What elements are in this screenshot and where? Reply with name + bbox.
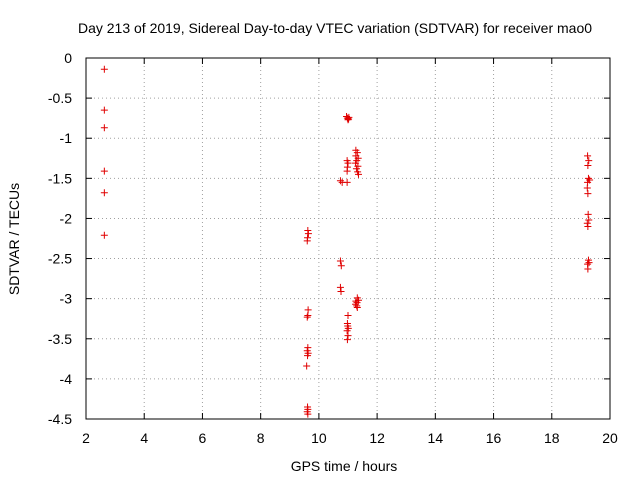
data-point bbox=[585, 157, 593, 165]
y-tick-label: -2.5 bbox=[48, 251, 72, 267]
data-point bbox=[304, 230, 312, 238]
data-point bbox=[584, 222, 592, 230]
x-tick-label: 8 bbox=[257, 430, 265, 446]
x-tick-label: 2 bbox=[82, 430, 90, 446]
data-point bbox=[584, 174, 592, 182]
y-tick-label: -4.5 bbox=[48, 411, 72, 427]
data-point bbox=[344, 116, 352, 124]
data-point bbox=[585, 259, 593, 267]
data-point bbox=[343, 167, 351, 175]
x-tick-label: 20 bbox=[602, 430, 618, 446]
x-tick-label: 12 bbox=[369, 430, 385, 446]
data-point bbox=[344, 312, 352, 320]
data-point bbox=[337, 287, 345, 295]
data-points bbox=[100, 65, 594, 418]
data-point bbox=[344, 159, 352, 167]
y-tick-label: -2 bbox=[60, 210, 73, 226]
data-point bbox=[584, 265, 592, 273]
data-point bbox=[584, 152, 592, 160]
data-point bbox=[353, 149, 361, 157]
data-point bbox=[336, 257, 344, 265]
x-tick-label: 6 bbox=[199, 430, 207, 446]
data-point bbox=[343, 114, 351, 122]
data-point bbox=[353, 302, 361, 310]
grid-lines bbox=[86, 58, 610, 419]
data-point bbox=[344, 332, 352, 340]
data-point bbox=[100, 167, 108, 175]
plot-frame bbox=[85, 57, 611, 420]
data-point bbox=[100, 231, 108, 239]
data-point bbox=[304, 226, 312, 234]
data-point bbox=[584, 210, 592, 218]
data-point bbox=[343, 178, 351, 186]
data-point bbox=[304, 352, 312, 360]
x-tick-label: 18 bbox=[544, 430, 560, 446]
data-point bbox=[337, 262, 345, 270]
axis-ticks bbox=[85, 57, 611, 420]
y-axis-label: SDTVAR / TECUs bbox=[6, 183, 22, 295]
data-point bbox=[304, 312, 312, 320]
y-tick-label: -3 bbox=[60, 291, 73, 307]
y-tick-labels: 0 -0.5 -1 -1.5 -2 -2.5 -3 -3.5 -4 -4.5 bbox=[48, 50, 72, 427]
data-point bbox=[100, 106, 108, 114]
data-point bbox=[583, 184, 591, 192]
data-point bbox=[100, 124, 108, 132]
y-tick-label: -3.5 bbox=[48, 331, 72, 347]
x-tick-labels: 2 4 6 8 10 12 14 16 18 20 bbox=[82, 430, 618, 446]
data-point bbox=[100, 189, 108, 197]
x-tick-label: 16 bbox=[486, 430, 502, 446]
data-point bbox=[583, 219, 591, 227]
x-axis-label: GPS time / hours bbox=[291, 458, 398, 474]
x-tick-label: 4 bbox=[140, 430, 148, 446]
data-point bbox=[352, 300, 360, 308]
data-point bbox=[303, 362, 311, 370]
data-point bbox=[585, 216, 593, 224]
data-point bbox=[354, 170, 362, 178]
y-tick-label: -1 bbox=[60, 130, 73, 146]
data-point bbox=[352, 165, 360, 173]
data-point bbox=[343, 327, 351, 335]
data-point bbox=[343, 336, 351, 344]
y-tick-label: -4 bbox=[60, 371, 73, 387]
x-tick-label: 10 bbox=[311, 430, 327, 446]
x-tick-label: 14 bbox=[428, 430, 444, 446]
y-tick-label: -0.5 bbox=[48, 90, 72, 106]
y-tick-label: 0 bbox=[64, 50, 72, 66]
data-point bbox=[336, 283, 344, 291]
y-tick-label: -1.5 bbox=[48, 170, 72, 186]
data-point bbox=[353, 303, 361, 311]
data-point bbox=[303, 237, 311, 245]
chart-title: Day 213 of 2019, Sidereal Day-to-day VTE… bbox=[78, 20, 592, 36]
data-point bbox=[303, 313, 311, 321]
data-point bbox=[100, 65, 108, 73]
data-point bbox=[584, 161, 592, 169]
data-point bbox=[584, 190, 592, 198]
data-point bbox=[304, 410, 312, 418]
data-point bbox=[336, 177, 344, 185]
